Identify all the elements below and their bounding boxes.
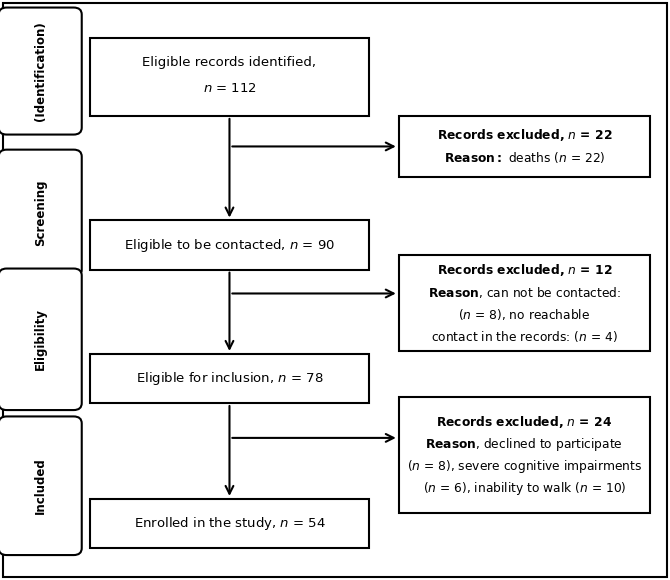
Text: ($\it{n}$ = 8), severe cognitive impairments: ($\it{n}$ = 8), severe cognitive impairm… bbox=[407, 458, 642, 475]
Text: Records excluded, $\mathbf{\it{n}}$ = 12: Records excluded, $\mathbf{\it{n}}$ = 12 bbox=[437, 262, 612, 278]
FancyBboxPatch shape bbox=[0, 269, 82, 410]
Bar bbox=[399, 397, 650, 513]
FancyBboxPatch shape bbox=[0, 150, 82, 277]
Bar bbox=[90, 38, 368, 116]
Text: $\mathbf{Reason:}$ deaths ($\it{n}$ = 22): $\mathbf{Reason:}$ deaths ($\it{n}$ = 22… bbox=[444, 150, 605, 165]
Bar bbox=[90, 220, 368, 270]
Text: $\it{n}$ = 112: $\it{n}$ = 112 bbox=[202, 82, 257, 95]
Bar bbox=[90, 354, 368, 403]
Text: $\mathbf{Reason}$, can not be contacted:: $\mathbf{Reason}$, can not be contacted: bbox=[427, 285, 621, 299]
Text: Records excluded, $\mathbf{\it{n}}$ = 24: Records excluded, $\mathbf{\it{n}}$ = 24 bbox=[436, 414, 612, 430]
Text: contact in the records: ($\it{n}$ = 4): contact in the records: ($\it{n}$ = 4) bbox=[431, 329, 618, 343]
Text: (Identification): (Identification) bbox=[34, 21, 47, 121]
Text: ($\it{n}$ = 6), inability to walk ($\it{n}$ = 10): ($\it{n}$ = 6), inability to walk ($\it{… bbox=[423, 480, 626, 497]
Text: Enrolled in the study, $\it{n}$ = 54: Enrolled in the study, $\it{n}$ = 54 bbox=[133, 515, 326, 532]
Text: Eligible records identified,: Eligible records identified, bbox=[143, 56, 316, 69]
Text: Included: Included bbox=[34, 458, 47, 514]
Text: Records excluded, $\mathbf{\it{n}}$ = 22: Records excluded, $\mathbf{\it{n}}$ = 22 bbox=[437, 128, 612, 143]
Bar bbox=[399, 255, 650, 351]
Text: ($\it{n}$ = 8), no reachable: ($\it{n}$ = 8), no reachable bbox=[458, 307, 590, 321]
FancyBboxPatch shape bbox=[0, 8, 82, 135]
Text: Eligibility: Eligibility bbox=[34, 309, 47, 370]
Text: $\mathbf{Reason}$, declined to participate: $\mathbf{Reason}$, declined to participa… bbox=[425, 436, 623, 453]
FancyBboxPatch shape bbox=[0, 416, 82, 555]
Bar bbox=[399, 116, 650, 177]
Text: Eligible for inclusion, $\it{n}$ = 78: Eligible for inclusion, $\it{n}$ = 78 bbox=[136, 370, 323, 387]
Text: Eligible to be contacted, $\it{n}$ = 90: Eligible to be contacted, $\it{n}$ = 90 bbox=[124, 237, 335, 253]
Text: Screening: Screening bbox=[34, 180, 47, 246]
Bar bbox=[90, 499, 368, 548]
